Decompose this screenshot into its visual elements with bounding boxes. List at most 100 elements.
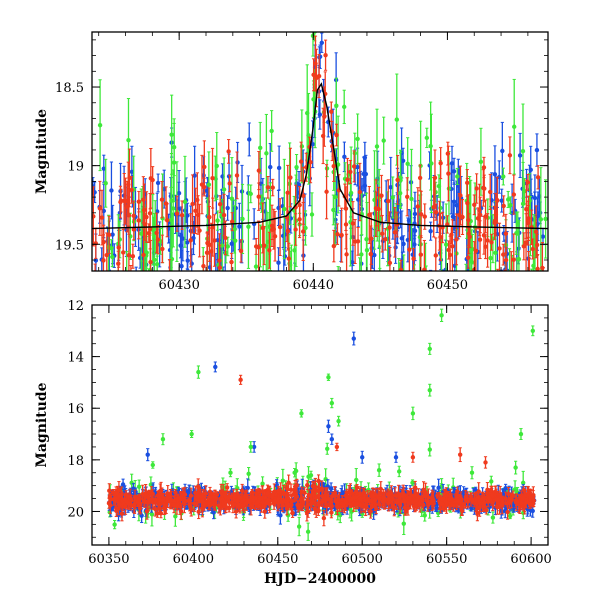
top-axes: 60430 60440 60450 18.5 19 19.5 — [55, 32, 548, 293]
red-data-point — [350, 201, 356, 246]
green-outlier-point — [196, 365, 201, 379]
red-data-point — [256, 151, 262, 191]
red-data-point — [217, 244, 223, 271]
blue-data-point — [296, 171, 302, 199]
bottom-axes: 60350 60400 60450 60500 60550 60600 12 14 16 18 20 — [67, 299, 551, 567]
green-outlier-point — [336, 415, 341, 427]
green-outlier-point — [427, 442, 432, 457]
red-data-point — [392, 207, 398, 258]
red-data-point — [265, 175, 271, 199]
green-data-point — [97, 79, 103, 172]
red-data-point — [331, 229, 337, 263]
red-data-point — [265, 279, 269, 300]
blue-data-point — [342, 141, 347, 173]
blue-data-point — [449, 145, 455, 181]
red-outlier-point — [457, 447, 463, 463]
green-data-point — [401, 512, 406, 536]
green-data-point — [429, 113, 434, 214]
green-data-point — [364, 201, 370, 271]
green-data-point — [394, 73, 400, 166]
red-data-point — [209, 222, 214, 271]
blue-data-point — [276, 145, 282, 191]
red-data-point — [334, 123, 339, 147]
red-data-point — [201, 255, 206, 271]
green-outlier-point — [410, 406, 416, 421]
green-data-point — [336, 266, 340, 271]
red-data-point — [460, 199, 465, 235]
x-tick-label: 60400 — [173, 552, 214, 567]
green-data-point — [258, 121, 263, 174]
green-data-point — [424, 127, 430, 149]
green-outlier-point — [228, 468, 233, 478]
red-data-point — [93, 263, 97, 271]
model-curve — [92, 82, 548, 230]
red-data-point — [343, 186, 349, 231]
green-data-point — [522, 177, 527, 205]
blue-outlier-point — [213, 361, 218, 373]
red-data-point — [492, 205, 497, 240]
red-data-point — [454, 213, 459, 266]
green-data-point — [257, 273, 261, 322]
green-outlier-point — [248, 441, 253, 453]
red-data-point — [509, 251, 513, 271]
green-data-point — [280, 468, 286, 493]
red-data-point — [511, 233, 516, 271]
green-data-point — [225, 236, 230, 257]
red-data-point — [417, 164, 423, 192]
red-data-point — [329, 101, 334, 122]
bottom-y-axis-title: Magnitude — [34, 382, 50, 467]
y-tick-label: 12 — [67, 299, 84, 314]
green-data-point — [182, 155, 188, 248]
red-data-point — [126, 161, 131, 208]
red-data-point — [433, 203, 439, 221]
red-data-point — [118, 185, 123, 219]
green-data-point — [397, 178, 403, 208]
green-outlier-point — [427, 383, 432, 397]
green-data-point — [158, 227, 163, 255]
red-data-point — [121, 228, 126, 271]
green-data-point — [355, 113, 360, 165]
blue-data-point — [185, 251, 190, 271]
red-data-point — [525, 173, 531, 191]
red-data-point — [234, 151, 240, 200]
green-data-point — [543, 179, 548, 259]
red-data-point — [398, 259, 404, 271]
red-data-point — [101, 234, 106, 271]
green-outlier-point — [427, 342, 432, 355]
blue-outlier-point — [351, 331, 356, 346]
green-data-point — [125, 250, 129, 271]
green-data-point — [248, 184, 253, 204]
green-data-point — [305, 522, 311, 541]
red-data-point — [438, 147, 443, 180]
top-data-layer — [92, 32, 548, 322]
x-tick-label: 60450 — [427, 278, 468, 293]
red-data-point — [201, 177, 207, 197]
red-data-point — [355, 226, 361, 256]
red-data-point — [298, 141, 304, 182]
red-data-point — [465, 178, 470, 229]
red-outlier-point — [410, 451, 416, 463]
red-data-point — [540, 242, 545, 271]
red-data-point — [159, 180, 165, 219]
bottom-panel: 60350 60400 60450 60500 60550 60600 12 14 16 18 20… — [34, 299, 552, 587]
green-data-point — [171, 169, 176, 248]
red-data-point — [253, 237, 259, 255]
red-data-point — [131, 218, 137, 241]
green-outlier-point — [160, 433, 166, 446]
red-data-point — [503, 213, 509, 254]
green-outlier-point — [189, 430, 194, 439]
red-data-point — [126, 225, 132, 271]
green-data-point — [140, 260, 144, 271]
blue-data-point — [225, 195, 230, 221]
x-tick-label: 60440 — [293, 278, 334, 293]
red-outlier-point — [238, 374, 243, 385]
x-tick-label: 60500 — [342, 552, 383, 567]
red-data-point — [217, 195, 223, 214]
red-data-point — [533, 205, 539, 259]
blue-data-point — [155, 173, 161, 193]
red-data-point — [496, 268, 500, 271]
red-data-point — [535, 165, 541, 190]
green-data-point — [390, 176, 395, 219]
red-data-point — [227, 174, 232, 193]
green-data-point — [455, 167, 460, 185]
